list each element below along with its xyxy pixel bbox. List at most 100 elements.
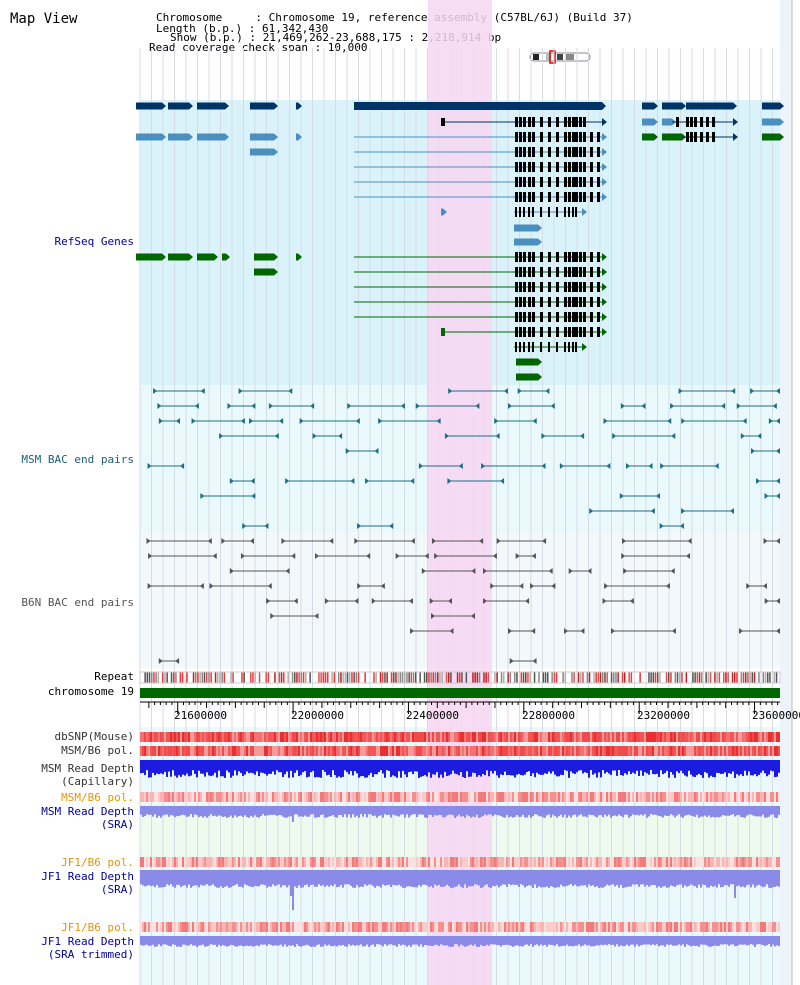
polymorphism-cell — [350, 732, 352, 742]
dbsnp-label[interactable]: dbSNP(Mouse) — [54, 730, 134, 743]
read-depth-bar — [412, 870, 414, 888]
polymorphism-cell — [204, 922, 206, 932]
polymorphism-cell — [364, 746, 366, 756]
msm-b6-pol-sra-label[interactable]: MSM/B6 pol. — [61, 791, 134, 804]
polymorphism-cell — [182, 732, 184, 742]
polymorphism-cell — [358, 792, 360, 802]
read-depth-bar — [468, 870, 470, 887]
jf1-depth-sra-label[interactable]: JF1 Read Depth — [41, 870, 134, 883]
msm-depth-capillary-label[interactable]: MSM Read Depth — [41, 762, 134, 775]
read-depth-bar — [524, 936, 526, 945]
polymorphism-cell — [648, 792, 650, 802]
polymorphism-cell — [488, 746, 490, 756]
repeat-feature — [487, 672, 490, 683]
msm-b6-pol-label[interactable]: MSM/B6 pol. — [61, 744, 134, 757]
polymorphism-cell — [630, 857, 632, 867]
read-depth-bar — [210, 760, 212, 777]
read-depth-bar — [222, 936, 224, 946]
read-depth-bar — [538, 806, 540, 817]
polymorphism-cell — [340, 857, 342, 867]
polymorphism-cell — [656, 922, 658, 932]
polymorphism-cell — [238, 922, 240, 932]
repeat-feature — [318, 672, 320, 683]
read-depth-bar — [240, 870, 242, 887]
polymorphism-cell — [670, 922, 672, 932]
jf1-depth-trim-label[interactable]: JF1 Read Depth — [41, 935, 134, 948]
read-depth-bar — [292, 870, 294, 910]
polymorphism-cell — [186, 922, 188, 932]
read-depth-bar — [146, 760, 148, 771]
read-depth-bar — [308, 936, 310, 946]
read-depth-bar — [246, 806, 248, 818]
read-depth-bar — [592, 936, 594, 947]
read-depth-bar — [664, 760, 666, 774]
polymorphism-cell — [700, 922, 702, 932]
exon-mark — [556, 327, 559, 337]
read-depth-bar — [532, 936, 534, 947]
read-depth-bar — [772, 936, 774, 945]
polymorphism-cell — [758, 922, 760, 932]
read-depth-bar — [450, 936, 452, 947]
b6n-bac-label[interactable]: B6N BAC end pairs — [21, 596, 134, 609]
polymorphism-cell — [214, 732, 216, 742]
read-depth-bar — [610, 936, 612, 946]
read-depth-bar — [464, 760, 466, 778]
read-depth-bar — [260, 760, 262, 773]
polymorphism-cell — [640, 857, 642, 867]
exon-mark — [568, 192, 571, 202]
polymorphism-cell — [246, 922, 248, 932]
jf1-b6-pol-label[interactable]: JF1/B6 pol. — [61, 856, 134, 869]
read-depth-bar — [512, 936, 514, 947]
polymorphism-cell — [738, 922, 740, 932]
polymorphism-cell — [578, 732, 580, 742]
polymorphism-cell — [308, 746, 310, 756]
read-depth-bar — [506, 806, 508, 815]
polymorphism-cell — [778, 732, 780, 742]
polymorphism-cell — [212, 857, 214, 867]
read-depth-bar — [480, 760, 482, 777]
polymorphism-cell — [332, 732, 334, 742]
exon-mark — [579, 297, 582, 307]
polymorphism-cell — [702, 732, 704, 742]
msm-bac-end — [249, 418, 254, 424]
polymorphism-cell — [334, 746, 336, 756]
exon-mark — [548, 252, 551, 262]
jf1-b6-pol-trim-label[interactable]: JF1/B6 pol. — [61, 921, 134, 934]
polymorphism-cell — [412, 732, 414, 742]
read-depth-bar — [170, 936, 172, 947]
polymorphism-cell — [258, 732, 260, 742]
exon-mark — [712, 132, 715, 142]
polymorphism-cell — [144, 922, 146, 932]
refseq-genes-label[interactable]: RefSeq Genes — [54, 235, 134, 248]
polymorphism-cell — [424, 857, 426, 867]
b6n-bac-end — [209, 583, 214, 589]
msm-bac-end — [776, 448, 780, 454]
polymorphism-cell — [226, 857, 228, 867]
read-depth-bar — [438, 870, 440, 885]
polymorphism-cell — [436, 746, 438, 756]
polymorphism-cell — [344, 922, 346, 932]
polymorphism-cell — [210, 732, 212, 742]
read-depth-bar — [206, 936, 208, 947]
polymorphism-cell — [612, 857, 614, 867]
polymorphism-cell — [228, 922, 230, 932]
polymorphism-cell — [708, 746, 710, 756]
repeat-label[interactable]: Repeat — [94, 670, 134, 683]
polymorphism-cell — [552, 792, 554, 802]
read-depth-bar — [270, 870, 272, 887]
read-depth-bar — [698, 936, 700, 947]
strand-arrow — [733, 102, 737, 110]
polymorphism-cell — [278, 922, 280, 932]
msm-depth-sra-label[interactable]: MSM Read Depth — [41, 805, 134, 818]
polymorphism-cell — [244, 732, 246, 742]
msm-bac-label[interactable]: MSM BAC end pairs — [21, 453, 134, 466]
read-depth-bar — [496, 760, 498, 776]
exon-mark — [528, 312, 531, 322]
polymorphism-cell — [756, 746, 758, 756]
read-depth-bar — [410, 936, 412, 947]
read-depth-bar — [302, 806, 304, 817]
read-depth-bar — [336, 870, 338, 888]
polymorphism-cell — [496, 746, 498, 756]
